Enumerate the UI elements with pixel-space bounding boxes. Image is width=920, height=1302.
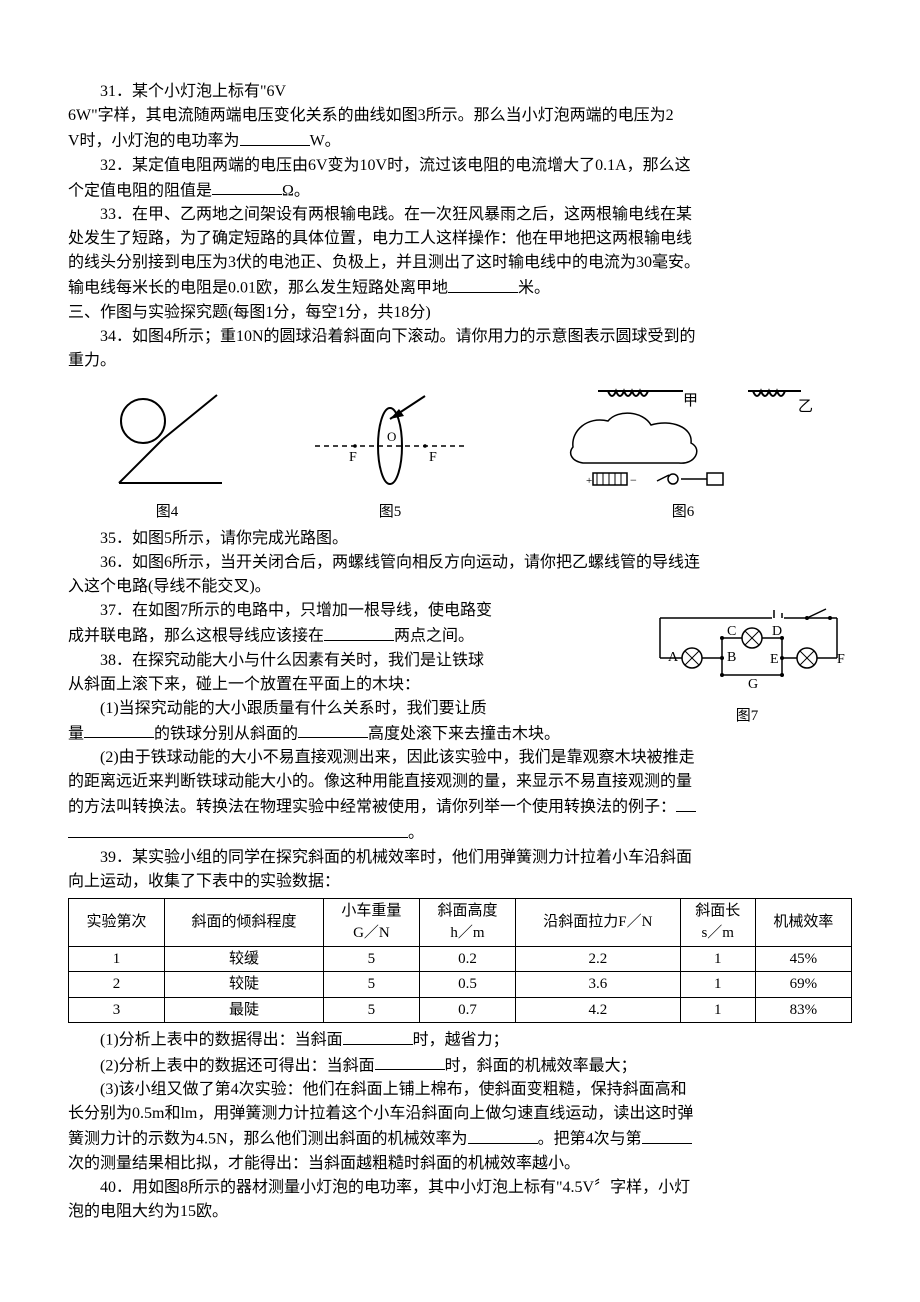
q38-d2: 的铁球分别从斜面的 xyxy=(154,725,298,742)
q38-end-line: 。 xyxy=(68,820,852,846)
q36-a: 36．如图6所示，当开关闭合后，两螺线管向相反方向运动，请你把乙螺线管的导线连 xyxy=(68,551,852,575)
figure-row: 图4 F O F 图5 + − 甲 xyxy=(68,381,852,524)
q32-blank xyxy=(212,178,282,196)
q33-unit: 米。 xyxy=(518,280,550,297)
svg-text:+: + xyxy=(586,475,592,487)
q33-d-line: 输电线每米长的电阻是0.01欧，那么发生短路处离甲地 米。 xyxy=(68,275,852,301)
q32-b-line: 个定值电阻的阻值是 Ω。 xyxy=(68,178,852,204)
table-row: 2较陡50.53.6169% xyxy=(69,972,852,998)
th-3: 斜面高度 h／m xyxy=(419,898,515,946)
q37-c: 两点之间。 xyxy=(394,628,474,645)
fig4-svg xyxy=(107,391,227,491)
figure-5: F O F 图5 xyxy=(305,391,475,524)
th-4: 沿斜面拉力F／N xyxy=(516,898,681,946)
section-3-heading: 三、作图与实验探究题(每图1分，每空1分，共18分) xyxy=(68,301,852,325)
q38-f: 的距离远近来判断铁球动能大小的。像这种用能直接观测的量，来显示不易直接观测的量 xyxy=(68,770,852,794)
q37-blank xyxy=(324,623,394,641)
q33-c: 的线头分别接到电压为3伏的电池正、负极上，并且测出了这时输电线中的电流为30毫安… xyxy=(68,251,852,275)
q39-b: 向上运动，收集了下表中的实验数据： xyxy=(68,870,852,894)
q32-unit: Ω。 xyxy=(282,182,310,199)
q36-b: 入这个电路(导线不能交叉)。 xyxy=(68,575,852,599)
q32-a: 32．某定值电阻两端的电压由6V变为10V时，流过该电阻的电流增大了0.1A，那… xyxy=(68,154,852,178)
fig5-svg: F O F xyxy=(305,391,475,491)
q31-l1: 31．某个小灯泡上标有"6V xyxy=(68,80,852,104)
q39-table: 实验第次 斜面的倾斜程度 小车重量 G／N 斜面高度 h／m 沿斜面拉力F／N … xyxy=(68,898,852,1024)
q33-blank xyxy=(448,275,518,293)
q39-c3b: 长分别为0.5m和lm，用弹簧测力计拉着这个小车沿斜面向上做匀速直线运动，读出这… xyxy=(68,1102,852,1126)
q39-a: 39．某实验小组的同学在探究斜面的机械效率时，他们用弹簧测力计拉着小车沿斜面 xyxy=(68,846,852,870)
q38-blank3a xyxy=(676,794,696,812)
svg-text:F: F xyxy=(429,450,437,465)
q38-e: (2)由于铁球动能的大小不易直接观测出来，因此该实验中，我们是靠观察木块被推走 xyxy=(68,746,852,770)
svg-text:E: E xyxy=(770,652,779,667)
q31-blank xyxy=(240,128,310,146)
q33-b: 处发生了短路，为了确定短路的具体位置，电力工人这样操作：他在甲地把这两根输电线 xyxy=(68,227,852,251)
q33-a: 33．在甲、乙两地之间架设有两根输电践。在一次狂风暴雨之后，这两根输电线在某 xyxy=(68,203,852,227)
th-0: 实验第次 xyxy=(69,898,165,946)
q31-unit: W。 xyxy=(310,133,341,150)
q39-c3a: (3)该小组又做了第4次实验：他们在斜面上铺上棉布，使斜面变粗糙，保持斜面高和 xyxy=(68,1078,852,1102)
q38-blank3 xyxy=(68,820,408,838)
svg-text:O: O xyxy=(387,429,396,444)
q31-l3: V时，小灯泡的电功率为 W。 xyxy=(68,128,852,154)
q39-c3-blank1 xyxy=(468,1126,538,1144)
th-6: 机械效率 xyxy=(755,898,851,946)
q37-b: 成并联电路，那么这根导线应该接在 xyxy=(68,628,324,645)
th-1: 斜面的倾斜程度 xyxy=(165,898,324,946)
q40-a: 40．用如图8所示的器材测量小灯泡的电功率，其中小灯泡上标有"4.5V〞字样，小… xyxy=(68,1176,852,1200)
figure-4: 图4 xyxy=(107,391,227,524)
svg-text:−: − xyxy=(630,473,637,487)
q35: 35．如图5所示，请你完成光路图。 xyxy=(68,527,852,551)
svg-text:A: A xyxy=(668,650,679,665)
q39-c1-blank xyxy=(343,1027,413,1045)
fig6-svg: + − 甲 乙 xyxy=(553,381,813,491)
svg-text:乙: 乙 xyxy=(798,399,813,415)
fig7-caption: 图7 xyxy=(642,705,852,728)
th-5: 斜面长 s／m xyxy=(680,898,755,946)
table-row: 3最陡50.74.2183% xyxy=(69,997,852,1023)
q38-gline: 的方法叫转换法。转换法在物理实验中经常被使用，请你列举一个使用转换法的例子： xyxy=(68,794,852,820)
q38-d1: 量 xyxy=(68,725,84,742)
fig7-svg: A B C D E F G xyxy=(642,603,852,695)
svg-text:F: F xyxy=(837,652,845,667)
q39-c2: (2)分析上表中的数据还可得出：当斜面时，斜面的机械效率最大； xyxy=(68,1053,852,1079)
q32-b: 个定值电阻的阻值是 xyxy=(68,182,212,199)
q38-g: 的方法叫转换法。转换法在物理实验中经常被使用，请你列举一个使用转换法的例子： xyxy=(68,799,676,816)
q38-end: 。 xyxy=(408,825,424,842)
svg-text:G: G xyxy=(748,677,758,692)
q40-b: 泡的电阻大约为15欧。 xyxy=(68,1200,852,1224)
svg-text:F: F xyxy=(349,450,357,465)
svg-text:C: C xyxy=(727,624,736,639)
q39-c1: (1)分析上表中的数据得出：当斜面时，越省力； xyxy=(68,1027,852,1053)
q39-c3d: 次的测量结果相比拟，才能得出：当斜面越粗糙时斜面的机械效率越小。 xyxy=(68,1152,852,1176)
q31-l2a: 6W"字样，其电流随两端电压变化关系的曲线如图3所示。那么当小灯泡两端的电压为2 xyxy=(68,107,674,124)
q34-a: 34．如图4所示；重10N的圆球沿着斜面向下滚动。请你用力的示意图表示圆球受到的 xyxy=(68,325,852,349)
q39-c2-blank xyxy=(375,1053,445,1071)
fig4-caption: 图4 xyxy=(107,501,227,524)
th-2: 小车重量 G／N xyxy=(323,898,419,946)
q31-l2: 6W"字样，其电流随两端电压变化关系的曲线如图3所示。那么当小灯泡两端的电压为2 xyxy=(68,104,852,128)
q38-d3: 高度处滚下来去撞击木块。 xyxy=(368,725,560,742)
q31-l2b: V时，小灯泡的电功率为 xyxy=(68,133,240,150)
figure-6: + − 甲 乙 图6 xyxy=(553,381,813,524)
fig5-caption: 图5 xyxy=(305,501,475,524)
svg-text:B: B xyxy=(727,650,736,665)
table-body: 1较缓50.22.2145% 2较陡50.53.6169% 3最陡50.74.2… xyxy=(69,946,852,1023)
svg-text:甲: 甲 xyxy=(683,393,698,409)
table-header-row: 实验第次 斜面的倾斜程度 小车重量 G／N 斜面高度 h／m 沿斜面拉力F／N … xyxy=(69,898,852,946)
q34-b: 重力。 xyxy=(68,349,852,373)
q38-blank2 xyxy=(298,721,368,739)
figure-7: A B C D E F G 图7 xyxy=(642,603,852,728)
q38-blank1 xyxy=(84,721,154,739)
q33-d: 输电线每米长的电阻是0.01欧，那么发生短路处离甲地 xyxy=(68,280,448,297)
fig6-caption: 图6 xyxy=(553,501,813,524)
q39-c3-blank2 xyxy=(642,1126,692,1144)
q39-c3c: 簧测力计的示数为4.5N，那么他们测出斜面的机械效率为。把第4次与第 xyxy=(68,1126,852,1152)
svg-text:D: D xyxy=(772,624,782,639)
table-row: 1较缓50.22.2145% xyxy=(69,946,852,972)
